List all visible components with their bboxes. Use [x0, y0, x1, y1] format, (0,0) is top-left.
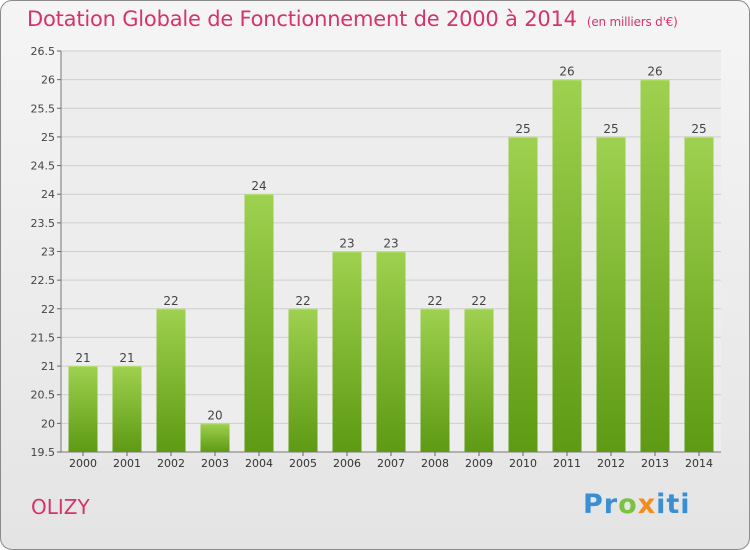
- bar-value-label: 24: [251, 179, 266, 193]
- y-tick-label: 25.5: [31, 102, 56, 115]
- logo-letter: r: [603, 489, 619, 520]
- x-tick-label: 2009: [465, 457, 493, 470]
- chart-subtitle: (en milliers d'€): [586, 15, 678, 29]
- x-tick-label: 2013: [641, 457, 669, 470]
- logo-letter: P: [583, 489, 604, 520]
- bar-2005: [288, 308, 318, 452]
- y-tick-label: 25: [41, 131, 55, 144]
- x-tick-label: 2010: [509, 457, 537, 470]
- x-tick-label: 2001: [113, 457, 141, 470]
- x-tick-label: 2012: [597, 457, 625, 470]
- x-tick-label: 2007: [377, 457, 405, 470]
- y-tick-label: 19.5: [31, 446, 56, 459]
- y-tick-label: 20: [41, 417, 55, 430]
- bar-value-label: 23: [339, 237, 354, 251]
- bar-value-label: 25: [515, 122, 530, 136]
- x-tick-label: 2011: [553, 457, 581, 470]
- x-tick-label: 2005: [289, 457, 317, 470]
- bar-2001: [112, 366, 142, 452]
- bar-2010: [508, 136, 538, 452]
- bar-value-label: 23: [383, 237, 398, 251]
- bar-value-label: 22: [163, 294, 178, 308]
- chart-title: Dotation Globale de Fonctionnement de 20…: [27, 7, 678, 31]
- bar-2008: [420, 308, 450, 452]
- x-tick-label: 2004: [245, 457, 273, 470]
- y-tick-label: 26: [41, 74, 55, 87]
- bar-2014: [684, 136, 714, 452]
- bar-2012: [596, 136, 626, 452]
- y-tick-label: 26.5: [31, 45, 56, 58]
- y-tick-label: 24.5: [31, 160, 56, 173]
- x-tick-label: 2002: [157, 457, 185, 470]
- bar-2009: [464, 308, 494, 452]
- y-tick-label: 23: [41, 246, 55, 259]
- bar-2003: [200, 423, 230, 452]
- city-name: OLIZY: [31, 495, 90, 519]
- x-tick-label: 2000: [69, 457, 97, 470]
- x-tick-label: 2008: [421, 457, 449, 470]
- y-tick-label: 24: [41, 188, 55, 201]
- logo-letter: x: [637, 489, 657, 520]
- bar-value-label: 21: [75, 351, 90, 365]
- y-tick-label: 21: [41, 360, 55, 373]
- y-tick-label: 23.5: [31, 217, 56, 230]
- x-tick-label: 2006: [333, 457, 361, 470]
- bar-2006: [332, 251, 362, 452]
- logo-letter: t: [666, 489, 681, 520]
- bar-2000: [68, 366, 98, 452]
- logo-letter: i: [656, 489, 667, 520]
- bar-2007: [376, 251, 406, 452]
- y-tick-label: 20.5: [31, 389, 56, 402]
- x-tick-label: 2014: [685, 457, 713, 470]
- bar-2004: [244, 194, 274, 452]
- bar-value-label: 26: [647, 65, 662, 79]
- proxiti-logo: Proxiti: [583, 489, 691, 520]
- y-tick-label: 22: [41, 303, 55, 316]
- x-tick-label: 2003: [201, 457, 229, 470]
- y-tick-label: 22.5: [31, 274, 56, 287]
- bar-2011: [552, 79, 582, 453]
- bar-value-label: 22: [427, 294, 442, 308]
- logo-letter: o: [618, 489, 638, 520]
- bar-value-label: 22: [295, 294, 310, 308]
- bar-value-label: 26: [559, 65, 574, 79]
- bar-value-label: 25: [691, 122, 706, 136]
- bar-value-label: 20: [207, 408, 222, 422]
- logo-letter: i: [680, 489, 691, 520]
- bar-value-label: 25: [603, 122, 618, 136]
- bar-value-label: 22: [471, 294, 486, 308]
- bar-2002: [156, 308, 186, 452]
- bar-value-label: 21: [119, 351, 134, 365]
- chart-title-text: Dotation Globale de Fonctionnement de 20…: [27, 7, 577, 31]
- bar-2013: [640, 79, 670, 453]
- y-tick-label: 21.5: [31, 331, 56, 344]
